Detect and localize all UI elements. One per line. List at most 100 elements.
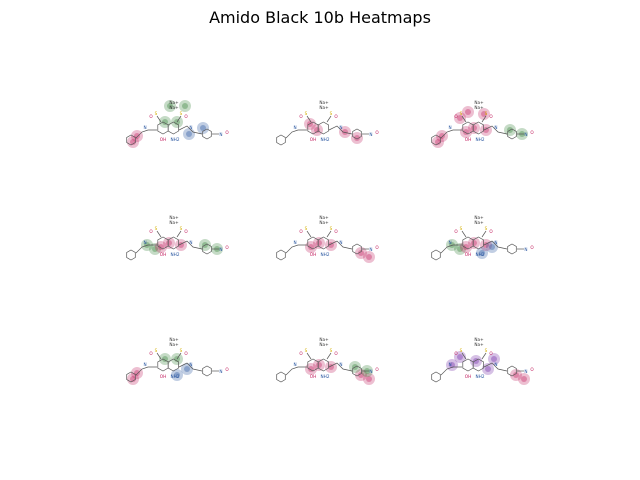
azo-n-label: N xyxy=(143,125,146,130)
molecule-skeleton xyxy=(431,352,524,383)
azo-n-label: N xyxy=(494,125,497,130)
heat-spot xyxy=(355,247,367,259)
phenyl-ring-left xyxy=(431,249,441,261)
sulfonate-bond-left xyxy=(156,115,162,123)
naphthalene-ring-b xyxy=(167,358,179,372)
heat-spot-core xyxy=(354,135,360,141)
counterion-label: Na+ xyxy=(319,105,329,110)
heat-spot-core xyxy=(489,244,495,250)
azo-bond-left xyxy=(440,244,462,254)
molecule-skeleton xyxy=(276,230,369,261)
sulfonate-bond-left xyxy=(156,230,162,238)
heat-spot-core xyxy=(481,111,487,117)
counterion-label: Na+ xyxy=(319,100,329,105)
heat-spot xyxy=(488,353,500,365)
heat-spot xyxy=(363,373,375,385)
sulfur-label: S xyxy=(305,348,308,353)
sulfur-label: S xyxy=(330,348,333,353)
sulfonate-bond-right xyxy=(326,352,332,360)
heat-spot-core xyxy=(449,362,455,368)
azo-n-label: N xyxy=(448,125,451,130)
amine-label: NH2 xyxy=(321,252,330,257)
phenyl-ring-right xyxy=(352,128,362,140)
oxygen-label: O xyxy=(184,114,188,119)
oxygen-label: O xyxy=(334,351,338,356)
phenyl-ring-left xyxy=(126,371,136,383)
azo-n-label: N xyxy=(143,362,146,367)
heat-spot xyxy=(339,126,351,138)
azo-bond-left xyxy=(135,244,157,254)
azo-n-label: N xyxy=(293,125,296,130)
azo-bond-left xyxy=(440,366,462,376)
heat-spot xyxy=(325,239,337,251)
sulfur-label: S xyxy=(485,226,488,231)
counterion-label: Na+ xyxy=(169,220,179,225)
sulfur-label: S xyxy=(155,226,158,231)
phenyl-ring-right xyxy=(352,243,362,255)
heat-spot xyxy=(454,112,466,124)
sulfur-label: S xyxy=(155,348,158,353)
amine-label: NH2 xyxy=(171,374,180,379)
heat-spot xyxy=(363,251,375,263)
sulfonate-bond-right xyxy=(176,230,182,238)
counterion-label: Na+ xyxy=(474,342,484,347)
heat-spot xyxy=(164,100,176,112)
heat-spot-core xyxy=(162,356,168,362)
hydroxyl-label: OH xyxy=(465,252,471,257)
sulfur-label: S xyxy=(330,226,333,231)
phenyl-ring-left xyxy=(276,249,286,261)
sulfonate-bond-right xyxy=(481,230,487,238)
nitro-n-label: N xyxy=(369,369,372,374)
azo-n-label: N xyxy=(189,362,192,367)
counterion-label: Na+ xyxy=(319,215,329,220)
sulfur-label: S xyxy=(485,348,488,353)
sulfonate-bond-left xyxy=(461,230,467,238)
heat-spot-core xyxy=(166,240,172,246)
sulfur-label: S xyxy=(180,111,183,116)
heat-spot xyxy=(325,361,337,373)
counterion-label: Na+ xyxy=(319,220,329,225)
sulfonate-bond-left xyxy=(306,352,312,360)
sulfonate-bond-right xyxy=(326,230,332,238)
phenyl-ring-left xyxy=(126,134,136,146)
phenyl-ring-left xyxy=(126,249,136,261)
azo-n-label: N xyxy=(339,125,342,130)
heat-spot-core xyxy=(186,131,192,137)
nitro-n-label: N xyxy=(219,132,222,137)
nitro-o-label: O xyxy=(225,130,229,135)
phenyl-ring-left xyxy=(276,134,286,146)
nitro-o-label: O xyxy=(375,367,379,372)
oxygen-label: O xyxy=(489,229,493,234)
phenyl-ring-right xyxy=(202,365,212,377)
nitro-n-label: N xyxy=(369,247,372,252)
heat-spot-core xyxy=(152,246,158,252)
sulfonate-bond-left xyxy=(306,115,312,123)
naphthalene-ring-b xyxy=(317,121,329,135)
nitro-n-label: N xyxy=(219,369,222,374)
heat-spot-core xyxy=(358,250,364,256)
sulfur-label: S xyxy=(460,348,463,353)
heat-spot-core xyxy=(316,240,322,246)
phenyl-ring-right xyxy=(507,243,517,255)
heat-highlights xyxy=(446,351,530,385)
hydroxyl-label: OH xyxy=(465,374,471,379)
counterion-label: Na+ xyxy=(169,100,179,105)
oxygen-label: O xyxy=(454,351,458,356)
oxygen-label: O xyxy=(454,114,458,119)
counterion-label: Na+ xyxy=(474,215,484,220)
heat-spot xyxy=(355,369,367,381)
naphthalene-ring-b xyxy=(167,236,179,250)
heat-spot xyxy=(163,237,175,249)
heat-spot-core xyxy=(457,246,463,252)
amine-label: NH2 xyxy=(171,252,180,257)
phenyl-ring-right xyxy=(352,365,362,377)
azo-bond-right xyxy=(483,362,508,372)
heat-spot-core xyxy=(358,372,364,378)
naphthalene-ring-b xyxy=(472,358,484,372)
oxygen-label: O xyxy=(489,351,493,356)
azo-bond-right xyxy=(328,240,353,250)
